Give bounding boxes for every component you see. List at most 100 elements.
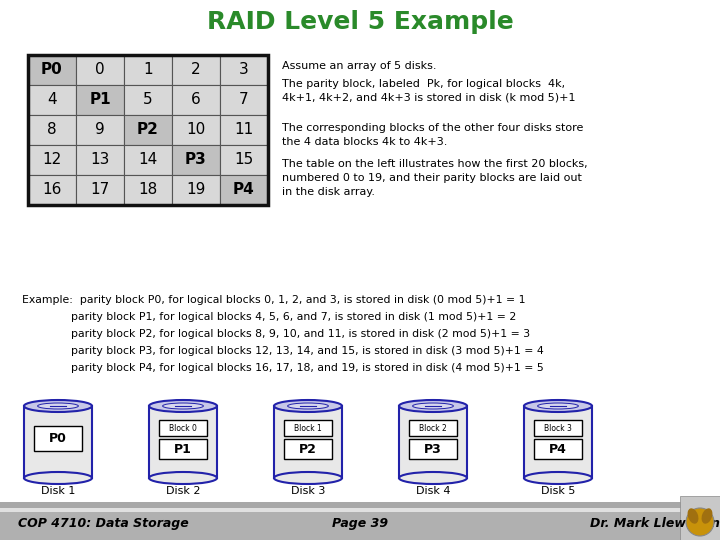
Bar: [220, 115, 268, 145]
Text: COP 4710: Data Storage: COP 4710: Data Storage: [18, 517, 189, 530]
Bar: [28, 115, 76, 145]
Bar: [124, 85, 172, 115]
Text: The parity block, labeled  Pk, for logical blocks  4k,
4k+1, 4k+2, and 4k+3 is s: The parity block, labeled Pk, for logica…: [282, 79, 575, 103]
Bar: [534, 421, 582, 436]
Bar: [149, 406, 217, 478]
Ellipse shape: [538, 403, 578, 409]
Bar: [158, 439, 207, 460]
Ellipse shape: [149, 400, 217, 412]
Bar: [220, 175, 268, 205]
Text: parity block P1, for logical blocks 4, 5, 6, and 7, is stored in disk (1 mod 5)+: parity block P1, for logical blocks 4, 5…: [22, 312, 516, 322]
Text: Block 1: Block 1: [294, 424, 322, 433]
Text: parity block P2, for logical blocks 8, 9, 10, and 11, is stored in disk (2 mod 5: parity block P2, for logical blocks 8, 9…: [22, 329, 530, 339]
Text: Assume an array of 5 disks.: Assume an array of 5 disks.: [282, 61, 436, 71]
Bar: [124, 145, 172, 175]
Bar: [0, 508, 720, 540]
Text: P3: P3: [424, 443, 442, 456]
Bar: [28, 175, 76, 205]
Bar: [0, 508, 720, 512]
Text: 14: 14: [138, 152, 158, 167]
Text: 15: 15: [235, 152, 253, 167]
Text: Block 2: Block 2: [419, 424, 447, 433]
Ellipse shape: [274, 472, 342, 484]
Bar: [408, 421, 457, 436]
Text: P2: P2: [137, 123, 159, 138]
Ellipse shape: [399, 472, 467, 484]
Text: 1: 1: [143, 63, 153, 78]
Text: parity block P4, for logical blocks 16, 17, 18, and 19, is stored in disk (4 mod: parity block P4, for logical blocks 16, …: [22, 363, 544, 373]
Text: 10: 10: [186, 123, 206, 138]
Text: 17: 17: [91, 183, 109, 198]
Text: Disk 4: Disk 4: [415, 486, 450, 496]
Text: 3: 3: [239, 63, 249, 78]
Ellipse shape: [688, 508, 698, 524]
Bar: [124, 175, 172, 205]
Text: RAID Level 5 Example: RAID Level 5 Example: [207, 10, 513, 34]
Text: P4: P4: [233, 183, 255, 198]
Text: P2: P2: [299, 443, 317, 456]
Bar: [28, 85, 76, 115]
Bar: [76, 175, 124, 205]
Bar: [28, 145, 76, 175]
Text: 9: 9: [95, 123, 105, 138]
Text: 6: 6: [191, 92, 201, 107]
Text: P0: P0: [41, 63, 63, 78]
Ellipse shape: [287, 403, 328, 409]
Text: Disk 1: Disk 1: [41, 486, 75, 496]
Bar: [28, 55, 268, 205]
Ellipse shape: [524, 472, 592, 484]
Text: 4: 4: [48, 92, 57, 107]
Ellipse shape: [524, 400, 592, 412]
Bar: [534, 439, 582, 460]
Bar: [172, 85, 220, 115]
Text: 5: 5: [143, 92, 153, 107]
Text: 11: 11: [235, 123, 253, 138]
Bar: [680, 496, 720, 540]
Text: Example:  parity block P0, for logical blocks 0, 1, 2, and 3, is stored in disk : Example: parity block P0, for logical bl…: [22, 295, 526, 305]
Text: Dr. Mark Llewellyn ©: Dr. Mark Llewellyn ©: [590, 517, 720, 530]
Ellipse shape: [163, 403, 204, 409]
Bar: [172, 55, 220, 85]
Text: Disk 5: Disk 5: [541, 486, 575, 496]
Text: 2: 2: [192, 63, 201, 78]
Bar: [172, 175, 220, 205]
Bar: [274, 406, 342, 478]
Text: 19: 19: [186, 183, 206, 198]
Bar: [220, 145, 268, 175]
Text: 13: 13: [90, 152, 109, 167]
Ellipse shape: [399, 400, 467, 412]
Text: P0: P0: [49, 432, 67, 445]
Bar: [399, 406, 467, 478]
Text: P1: P1: [89, 92, 111, 107]
Ellipse shape: [413, 403, 454, 409]
Text: 8: 8: [48, 123, 57, 138]
Bar: [76, 115, 124, 145]
Bar: [284, 439, 333, 460]
Bar: [28, 55, 76, 85]
Ellipse shape: [24, 400, 92, 412]
Bar: [220, 55, 268, 85]
Text: Block 3: Block 3: [544, 424, 572, 433]
Text: 7: 7: [239, 92, 249, 107]
Ellipse shape: [149, 472, 217, 484]
Bar: [284, 421, 333, 436]
Text: Page 39: Page 39: [332, 517, 388, 530]
Circle shape: [686, 508, 714, 536]
Text: 16: 16: [42, 183, 62, 198]
Bar: [408, 439, 457, 460]
Bar: [158, 421, 207, 436]
Text: P4: P4: [549, 443, 567, 456]
Text: Disk 2: Disk 2: [166, 486, 200, 496]
Ellipse shape: [274, 400, 342, 412]
Bar: [220, 85, 268, 115]
Text: 0: 0: [95, 63, 105, 78]
Text: parity block P3, for logical blocks 12, 13, 14, and 15, is stored in disk (3 mod: parity block P3, for logical blocks 12, …: [22, 346, 544, 356]
Text: Disk 3: Disk 3: [291, 486, 325, 496]
Text: 12: 12: [42, 152, 62, 167]
Bar: [124, 115, 172, 145]
Text: P1: P1: [174, 443, 192, 456]
Text: The corresponding blocks of the other four disks store
the 4 data blocks 4k to 4: The corresponding blocks of the other fo…: [282, 123, 583, 147]
Bar: [76, 145, 124, 175]
Text: Block 0: Block 0: [169, 424, 197, 433]
Ellipse shape: [701, 508, 712, 524]
